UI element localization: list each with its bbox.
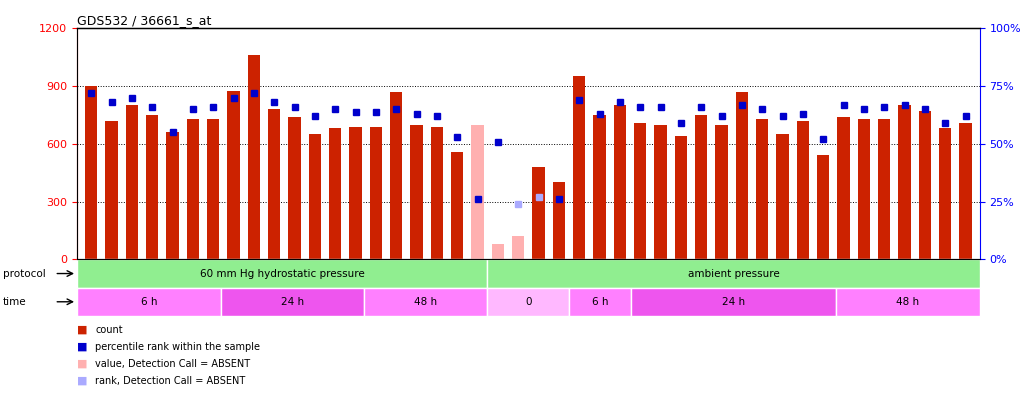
Text: 6 h: 6 h: [592, 297, 608, 307]
Bar: [817, 156, 829, 260]
Bar: [309, 134, 321, 260]
Bar: [491, 244, 504, 260]
Bar: [390, 92, 402, 260]
Bar: [736, 92, 748, 260]
Text: count: count: [95, 325, 123, 335]
Text: rank, Detection Call = ABSENT: rank, Detection Call = ABSENT: [95, 376, 245, 386]
Bar: [364, 288, 487, 316]
Bar: [288, 117, 301, 260]
Text: ■: ■: [77, 342, 87, 352]
Bar: [777, 134, 789, 260]
Bar: [106, 121, 118, 260]
Bar: [472, 125, 483, 260]
Bar: [919, 111, 931, 260]
Bar: [247, 55, 260, 260]
Bar: [899, 105, 911, 260]
Text: 24 h: 24 h: [281, 297, 304, 307]
Text: ■: ■: [77, 376, 87, 386]
Bar: [675, 136, 687, 260]
Bar: [207, 119, 220, 260]
Text: value, Detection Call = ABSENT: value, Detection Call = ABSENT: [95, 359, 250, 369]
Bar: [614, 105, 626, 260]
Bar: [715, 125, 727, 260]
Bar: [858, 119, 870, 260]
Bar: [634, 123, 646, 260]
Bar: [268, 109, 280, 260]
Bar: [431, 126, 443, 260]
Text: protocol: protocol: [3, 269, 46, 279]
Bar: [369, 126, 382, 260]
Bar: [553, 182, 565, 260]
Bar: [631, 288, 836, 316]
Text: ■: ■: [77, 325, 87, 335]
Bar: [959, 123, 972, 260]
Text: 48 h: 48 h: [415, 297, 437, 307]
Text: percentile rank within the sample: percentile rank within the sample: [95, 342, 261, 352]
Bar: [221, 288, 364, 316]
Bar: [451, 151, 464, 260]
Bar: [487, 288, 569, 316]
Bar: [487, 260, 980, 288]
Bar: [837, 117, 850, 260]
Text: GDS532 / 36661_s_at: GDS532 / 36661_s_at: [77, 14, 211, 27]
Bar: [836, 288, 980, 316]
Text: 0: 0: [525, 297, 531, 307]
Bar: [797, 121, 810, 260]
Text: 60 mm Hg hydrostatic pressure: 60 mm Hg hydrostatic pressure: [200, 269, 364, 279]
Bar: [878, 119, 891, 260]
Bar: [569, 288, 631, 316]
Bar: [187, 119, 199, 260]
Bar: [126, 105, 137, 260]
Bar: [655, 125, 667, 260]
Bar: [85, 86, 97, 260]
Text: 24 h: 24 h: [722, 297, 745, 307]
Bar: [593, 115, 605, 260]
Bar: [939, 128, 951, 260]
Text: time: time: [3, 297, 27, 307]
Bar: [574, 77, 585, 260]
Bar: [512, 236, 524, 260]
Bar: [146, 115, 158, 260]
Text: ambient pressure: ambient pressure: [687, 269, 780, 279]
Bar: [77, 288, 221, 316]
Bar: [756, 119, 768, 260]
Bar: [696, 115, 707, 260]
Bar: [532, 167, 545, 260]
Text: 6 h: 6 h: [141, 297, 157, 307]
Bar: [350, 126, 361, 260]
Bar: [77, 260, 487, 288]
Bar: [410, 125, 423, 260]
Bar: [228, 91, 240, 260]
Bar: [329, 128, 342, 260]
Text: 48 h: 48 h: [897, 297, 919, 307]
Text: ■: ■: [77, 359, 87, 369]
Bar: [166, 132, 179, 260]
